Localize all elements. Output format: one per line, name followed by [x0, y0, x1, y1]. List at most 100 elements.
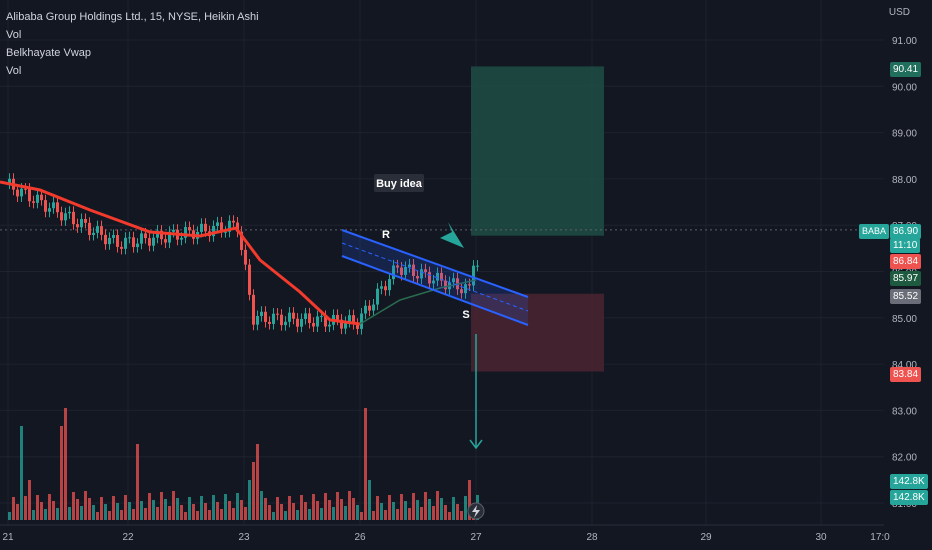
candle-body	[460, 289, 463, 294]
annotations: Buy idea R S	[374, 174, 485, 520]
lightning-bolt-icon	[472, 505, 480, 518]
candle-body	[184, 227, 187, 238]
volume-bar	[376, 496, 379, 520]
candle-body	[228, 220, 231, 232]
countdown-label: 11:10	[890, 238, 921, 253]
candle-body	[224, 231, 227, 233]
volume-bar	[312, 494, 315, 520]
volume-bar	[296, 510, 299, 520]
volume-bar	[40, 502, 43, 520]
candle-body	[308, 313, 311, 323]
volume-bar	[424, 492, 427, 520]
volume-bar	[136, 444, 139, 520]
candle-body	[64, 213, 67, 221]
y-tick-label: 88.00	[892, 175, 917, 186]
volume-bar	[384, 510, 387, 520]
stop-zone	[471, 293, 604, 372]
volume-bar	[448, 512, 451, 520]
candle-body	[220, 222, 223, 233]
volume-bar	[72, 492, 75, 520]
volume-bar	[52, 501, 55, 520]
candle-body	[164, 239, 167, 243]
currency-label: USD	[888, 7, 910, 18]
candle-body	[180, 237, 183, 240]
y-tick-label: 89.00	[892, 129, 917, 140]
candle-body	[384, 286, 387, 291]
candle-body	[152, 237, 155, 246]
volume-bar	[292, 503, 295, 520]
price-channel	[341, 229, 529, 326]
candle-body	[436, 272, 439, 281]
x-tick-label: 22	[122, 532, 134, 543]
volume-bar	[388, 495, 391, 520]
volume-bar	[320, 508, 323, 520]
volume-bar	[300, 495, 303, 520]
candle-body	[476, 265, 479, 267]
volume-bar	[284, 511, 287, 520]
candle-body	[188, 227, 191, 231]
volume-bar	[212, 495, 215, 520]
volume-bar	[288, 496, 291, 520]
candle-body	[84, 219, 87, 223]
volume-bar	[84, 491, 87, 520]
volume-bar	[88, 498, 91, 520]
x-tick-label: 17:0	[870, 532, 890, 543]
candle-body	[432, 280, 435, 284]
volume-bar	[224, 494, 227, 520]
legend-vol: Vol	[6, 29, 22, 41]
candle-body	[324, 315, 327, 327]
volume-bar	[192, 504, 195, 520]
candle-body	[316, 316, 319, 327]
candle-body	[124, 237, 127, 249]
candle-body	[100, 226, 103, 235]
volume-bar	[216, 502, 219, 520]
volume-bar	[92, 505, 95, 520]
trade-zones	[0, 66, 884, 372]
candle-body	[232, 220, 235, 223]
candle-body	[172, 229, 175, 232]
candle-body	[96, 226, 99, 233]
x-tick-label: 27	[470, 532, 482, 543]
candle-body	[136, 243, 139, 248]
candle-body	[156, 230, 159, 238]
volume-bar	[436, 491, 439, 520]
volume-bar	[100, 497, 103, 520]
candle-body	[380, 286, 383, 289]
candle-body	[168, 231, 171, 243]
last-price-label: 86.90	[890, 224, 922, 239]
candle-body	[60, 212, 63, 221]
volume-bar	[412, 493, 415, 520]
volume-bar	[172, 491, 175, 520]
volume-bar	[20, 426, 23, 520]
volume-bar	[344, 506, 347, 520]
volume-bar	[196, 511, 199, 520]
candle-body	[404, 267, 407, 275]
candle-body	[52, 202, 55, 209]
volume-bar	[148, 493, 151, 520]
candle-body	[424, 269, 427, 273]
volume-bar	[32, 510, 35, 520]
volume-bar	[452, 497, 455, 520]
volume-bar	[228, 501, 231, 520]
volume-bar	[36, 495, 39, 520]
volume-bar	[208, 510, 211, 520]
volume-bar	[168, 506, 171, 520]
volume-label-1: 142.8K	[890, 474, 928, 489]
volume-bar	[28, 480, 31, 520]
volume-bar	[48, 494, 51, 520]
x-tick-label: 21	[2, 532, 14, 543]
volume-bar	[348, 491, 351, 520]
channel-upper	[341, 229, 529, 298]
volume-bar	[264, 498, 267, 520]
volume-bar	[120, 510, 123, 520]
candle-body	[120, 246, 123, 249]
support-label: S	[462, 309, 469, 321]
candle-body	[444, 280, 447, 290]
candle-body	[112, 235, 115, 238]
candle-body	[92, 232, 95, 235]
volume-bar	[364, 408, 367, 520]
candle-body	[148, 238, 151, 246]
candle-body	[376, 288, 379, 305]
volume-bar	[468, 480, 471, 520]
